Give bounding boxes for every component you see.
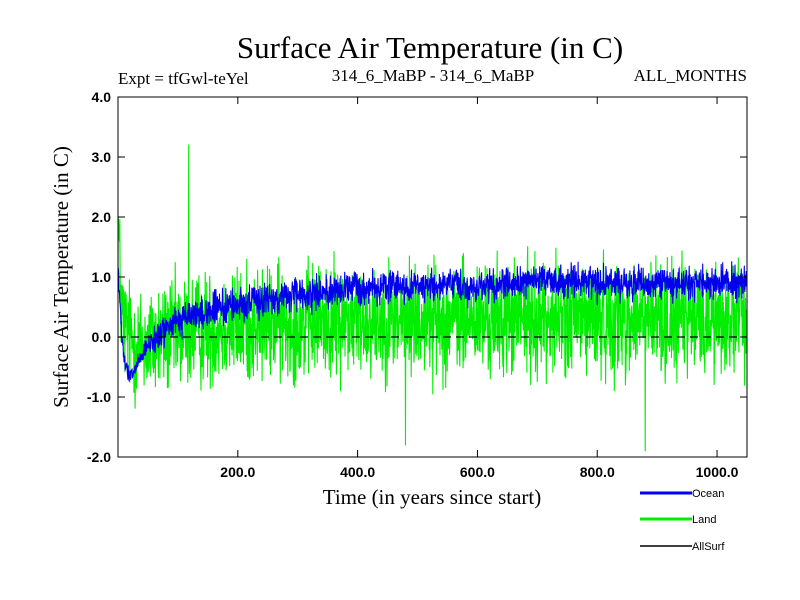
legend-land-label: Land	[692, 514, 716, 526]
x-axis-label: Time (in years since start)	[323, 485, 542, 509]
x-tick-label: 200.0	[220, 464, 255, 480]
y-tick-label: 0.0	[92, 329, 112, 345]
x-tick-label: 400.0	[340, 464, 375, 480]
y-tick-label: -1.0	[87, 389, 111, 405]
chart-title: Surface Air Temperature (in C)	[237, 30, 623, 65]
series-layer	[117, 144, 748, 452]
y-tick-label: 2.0	[92, 209, 112, 225]
chart-subtitle-left: Expt = tfGwl-teYel	[118, 69, 249, 88]
y-axis-label: Surface Air Temperature (in C)	[49, 146, 73, 408]
y-tick-label: 1.0	[92, 269, 112, 285]
axis-ticks: -2.0 -1.0 0.0 1.0 2.0 3.0 4.0 200.0 400.0 600.0 80…	[87, 89, 747, 480]
series-line-ocean	[117, 261, 748, 382]
chart-subtitle-center: 314_6_MaBP - 314_6_MaBP	[332, 66, 534, 85]
x-tick-label: 1000.0	[696, 464, 739, 480]
x-tick-label: 600.0	[460, 464, 495, 480]
y-tick-label: 3.0	[92, 149, 112, 165]
chart-subtitle-right: ALL_MONTHS	[634, 66, 747, 85]
legend: Ocean Land AllSurf	[640, 488, 725, 553]
x-tick-label: 800.0	[580, 464, 615, 480]
series-line-land	[117, 144, 748, 452]
legend-ocean-label: Ocean	[692, 488, 724, 500]
y-tick-label: -2.0	[87, 449, 111, 465]
legend-allsurf-label: AllSurf	[692, 541, 725, 553]
y-tick-label: 4.0	[92, 89, 112, 105]
